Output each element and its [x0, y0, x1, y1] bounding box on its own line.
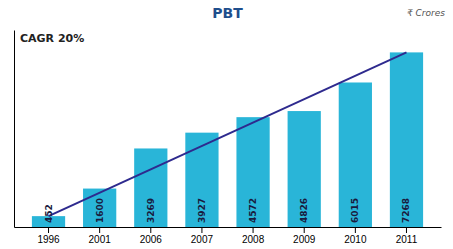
- annotation: ₹ Crores: [407, 8, 445, 18]
- x-tick-mark: [406, 227, 407, 233]
- x-tick-label: 2006: [140, 234, 163, 245]
- y-axis-line: [14, 31, 15, 228]
- x-tick: 2009: [293, 227, 316, 245]
- x-tick-mark: [99, 227, 100, 233]
- data-label: 4572: [248, 198, 258, 223]
- bar: [288, 111, 321, 227]
- bar: [134, 148, 167, 227]
- x-tick-label: 1996: [37, 234, 60, 245]
- plot: 452 1600 3269 3927 4572 4826 6015 7268 1996 2001 2…: [15, 31, 442, 246]
- title: PBT: [212, 5, 243, 21]
- x-tick-mark: [48, 227, 49, 233]
- x-tick: 2007: [191, 227, 214, 245]
- chart: 452 1600 3269 3927 4572 4826 6015 7268 1996 2001 2…: [0, 0, 453, 249]
- data-label: 3927: [197, 198, 207, 223]
- x-tick-label: 2001: [89, 234, 112, 245]
- x-tick: 2010: [344, 227, 367, 245]
- x-tick: 2008: [242, 227, 265, 245]
- x-tick-mark: [201, 227, 202, 233]
- x-tick-label: 2010: [344, 234, 367, 245]
- marks: [32, 52, 423, 227]
- x-axis-line: [15, 227, 442, 228]
- x-tick-label: 2008: [242, 234, 265, 245]
- x-tick-label: 2009: [293, 234, 316, 245]
- x-tick: 1996: [37, 227, 60, 245]
- data-label: 7268: [401, 198, 411, 223]
- x-tick: 2011: [396, 227, 418, 245]
- bar: [83, 189, 116, 227]
- x-tick-mark: [304, 227, 305, 233]
- data-label: 6015: [350, 198, 360, 223]
- x-tick: 2001: [89, 227, 112, 245]
- x-tick-label: 2007: [191, 234, 214, 245]
- x-axis: 1996 2001 2006 2007 2008 2009 2010 2011: [15, 227, 442, 245]
- data-label: 1600: [95, 198, 105, 223]
- x-tick-mark: [253, 227, 254, 233]
- bar: [390, 52, 423, 227]
- data-label: 3269: [146, 198, 156, 223]
- trend-line: [49, 52, 407, 216]
- data-label: 4826: [299, 198, 309, 223]
- x-tick-mark: [150, 227, 151, 233]
- y-axis: [14, 31, 15, 228]
- bar: [236, 117, 269, 227]
- data-label: 452: [44, 204, 54, 223]
- x-tick: 2006: [140, 227, 163, 245]
- data-labels: 452 1600 3269 3927 4572 4826 6015 7268: [44, 198, 412, 223]
- subtitle: CAGR 20%: [20, 32, 84, 45]
- x-tick-label: 2011: [396, 234, 418, 245]
- x-tick-mark: [355, 227, 356, 233]
- bar: [339, 82, 372, 227]
